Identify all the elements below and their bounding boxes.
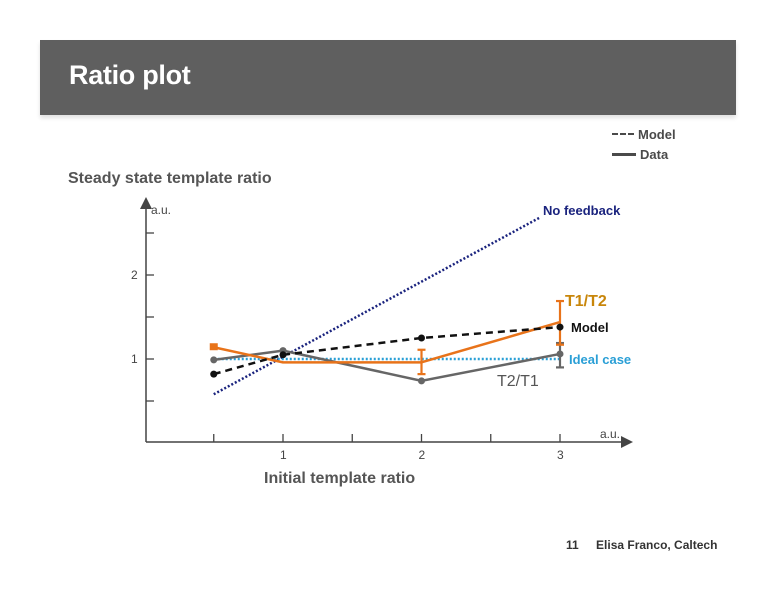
x-tick-label: 3 — [557, 448, 564, 462]
series-t1-t2 — [209, 299, 564, 376]
x-axis-title: Initial template ratio — [264, 470, 416, 487]
x-unit-label: a.u. — [600, 427, 620, 441]
data-point — [556, 350, 564, 358]
legend-item-model: Model — [612, 124, 676, 144]
solid-line-icon — [612, 152, 636, 156]
model-point — [210, 370, 218, 378]
annotation-t1t2: T1/T2 — [565, 293, 607, 310]
series-layer — [209, 216, 564, 396]
data-point — [210, 356, 218, 364]
annotation-ideal-case: Ideal case — [569, 352, 631, 367]
legend-label-model: Model — [638, 126, 676, 142]
data-point — [418, 377, 425, 385]
annotation-no-feedback: No feedback — [543, 203, 621, 218]
annotation-model: Model — [571, 320, 609, 335]
slide-footer: 11 Elisa Franco, Caltech — [566, 538, 717, 552]
model-point — [418, 334, 425, 342]
model-point — [556, 323, 564, 331]
y-unit-label: a.u. — [151, 203, 171, 217]
footer-author: Elisa Franco, Caltech — [596, 538, 718, 552]
series-model — [210, 323, 564, 378]
data-point — [209, 343, 218, 351]
chart-legend: Model Data — [612, 124, 676, 164]
slide-title: Ratio plot — [69, 60, 191, 90]
title-banner: Ratio plot — [40, 40, 736, 115]
legend-item-data: Data — [612, 144, 676, 164]
x-ticks: 1 2 3 — [213, 434, 564, 462]
x-tick-label: 2 — [419, 448, 426, 462]
legend-label-data: Data — [640, 146, 669, 162]
series-no-feedback — [213, 216, 540, 396]
y-tick-label: 1 — [131, 352, 138, 366]
model-point — [279, 351, 287, 359]
y-axis-title: Steady state template ratio — [68, 170, 272, 187]
page-number: 11 — [566, 538, 579, 552]
dashed-line-icon — [612, 133, 634, 135]
y-ticks: 12 — [131, 232, 154, 402]
annotations: No feedback T1/T2 Model Ideal case T2/T1 — [497, 203, 631, 390]
x-tick-label: 1 — [280, 448, 287, 462]
y-tick-label: 2 — [131, 268, 138, 282]
annotation-t2t1: T2/T1 — [497, 373, 539, 390]
